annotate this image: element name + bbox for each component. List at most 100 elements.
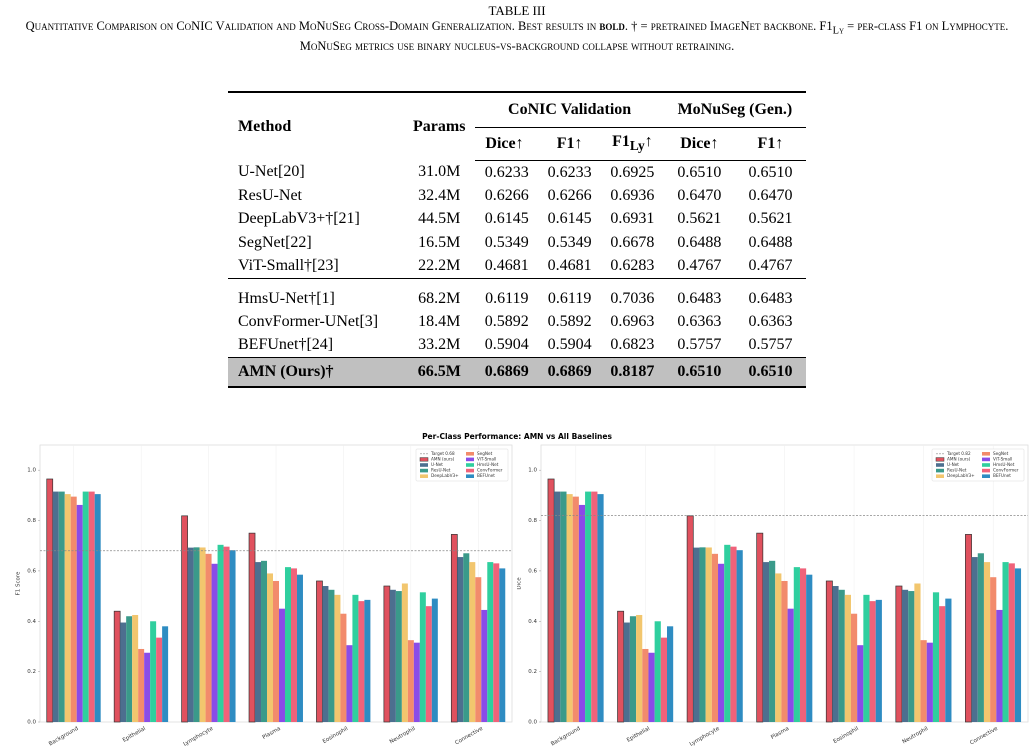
bar <box>572 496 579 722</box>
bar <box>211 563 218 722</box>
bar <box>711 553 719 722</box>
legend-swatch <box>420 463 428 467</box>
legend-label: BEFUnet <box>477 473 495 478</box>
header: F1Ly↑ <box>601 127 664 161</box>
cell: U-Net[20] <box>238 163 305 181</box>
bar <box>316 580 323 723</box>
legend-swatch <box>982 463 990 467</box>
y-tick-label: 0.2 <box>528 669 537 675</box>
row-group: AMN (Ours)† 66.5M 0.6869 0.6869 0.8187 0.6510… <box>228 357 806 388</box>
cell: 0.6119 <box>547 289 592 307</box>
cell: 0.5904 <box>547 336 592 354</box>
bar <box>296 574 303 722</box>
bar <box>585 491 592 722</box>
x-tick-label: Eosinophil <box>322 726 350 745</box>
bar <box>181 515 188 723</box>
x-tick-label: Background <box>48 726 79 748</box>
legend-swatch <box>466 463 474 467</box>
bar <box>255 562 262 722</box>
row: SegNet[22] 16.5M 0.5349 0.5349 0.6678 0.6488 0… <box>228 231 806 254</box>
cell: 0.6470 <box>677 187 722 205</box>
bar <box>205 553 212 722</box>
y-tick-label: 0.0 <box>27 720 36 726</box>
bar <box>475 577 482 722</box>
cell: 0.6510 <box>748 363 793 381</box>
header-group: CoNIC Validation <box>475 91 664 128</box>
bar <box>636 614 643 722</box>
bar <box>875 599 882 722</box>
bar <box>844 594 851 722</box>
legend-label: U-Net <box>947 462 959 467</box>
bar <box>284 567 291 722</box>
bar <box>939 606 946 722</box>
legend-label: HmsU-Net <box>477 462 499 467</box>
x-tick-label: Connective <box>969 726 999 747</box>
cell: 0.6145 <box>484 210 529 228</box>
cell: 0.6963 <box>610 313 655 331</box>
x-tick-label: Connective <box>454 726 484 747</box>
legend-swatch <box>466 468 474 473</box>
row: ConvFormer-UNet[3] 18.4M 0.5892 0.5892 0.696… <box>228 310 806 333</box>
caption-text: = per-class F1 on Lymphocyte. MoNuSeg me… <box>299 19 1009 53</box>
bar <box>762 562 770 722</box>
header: F1 <box>612 133 630 151</box>
cell: 0.6266 <box>484 187 529 205</box>
bar <box>340 613 347 722</box>
legend-swatch <box>982 468 990 473</box>
y-tick-label: 0.0 <box>528 720 537 726</box>
bar <box>419 592 426 722</box>
legend-label: ViT-Small <box>477 456 496 461</box>
cell: 0.6283 <box>610 257 655 275</box>
bar <box>629 616 637 722</box>
header: F1↑ <box>538 127 602 161</box>
bar <box>1008 563 1015 722</box>
bar <box>328 589 335 722</box>
bar <box>132 614 139 722</box>
bar <box>82 491 89 722</box>
legend-swatch <box>936 463 944 467</box>
bar <box>58 491 65 722</box>
x-tick-label: Background <box>550 726 581 748</box>
cell: 22.2M <box>418 257 461 275</box>
x-tick-label: Plasma <box>770 726 790 741</box>
row: U-Net[20] 31.0M 0.6233 0.6233 0.6925 0.6510 0.… <box>228 161 806 185</box>
bar <box>120 622 127 722</box>
bar <box>364 599 371 722</box>
bar <box>699 547 706 722</box>
cell: ConvFormer-UNet[3] <box>238 313 379 331</box>
bar <box>413 642 420 722</box>
bar <box>70 496 77 722</box>
cell: 0.6483 <box>677 289 722 307</box>
cell: 0.4767 <box>748 257 793 275</box>
cell: 0.6233 <box>484 163 529 181</box>
bar <box>144 652 151 722</box>
results-table: Method Params CoNIC Validation MoNuSeg (Gen… <box>228 91 806 388</box>
x-tick-label: Lymphocyte <box>689 726 721 748</box>
bar <box>1014 568 1022 722</box>
bar <box>273 580 279 722</box>
bar <box>469 562 476 722</box>
bar <box>730 546 737 722</box>
header: Dice↑ <box>475 127 539 161</box>
y-tick-label: 0.6 <box>27 568 36 574</box>
chart: 0.0 0.2 0.4 0.6 0.8 1.0 F1 Score Background Epit… <box>16 444 513 748</box>
header: F1↑ <box>734 127 806 161</box>
x-tick-label: Lymphocyte <box>182 726 214 748</box>
bar <box>705 547 712 722</box>
y-tick-label: 0.2 <box>27 669 36 675</box>
legend-label: BEFUnet <box>993 473 1011 478</box>
cell: 33.2M <box>418 336 461 354</box>
bar <box>126 616 133 722</box>
row: BEFUnet†[24] 33.2M 0.5904 0.5904 0.6823 0.575… <box>228 334 806 358</box>
cell: SegNet[22] <box>238 233 312 251</box>
cell: 0.6266 <box>547 187 592 205</box>
bar <box>187 547 194 722</box>
x-tick-label: Eosinophil <box>832 726 860 745</box>
legend-label: ConvFormer <box>477 468 503 473</box>
bar <box>383 585 391 723</box>
cell: ViT-Small†[23] <box>238 257 339 275</box>
bar <box>64 494 71 722</box>
cell: 31.0M <box>418 163 461 181</box>
cell: 0.6678 <box>610 233 655 251</box>
bar <box>617 610 625 723</box>
